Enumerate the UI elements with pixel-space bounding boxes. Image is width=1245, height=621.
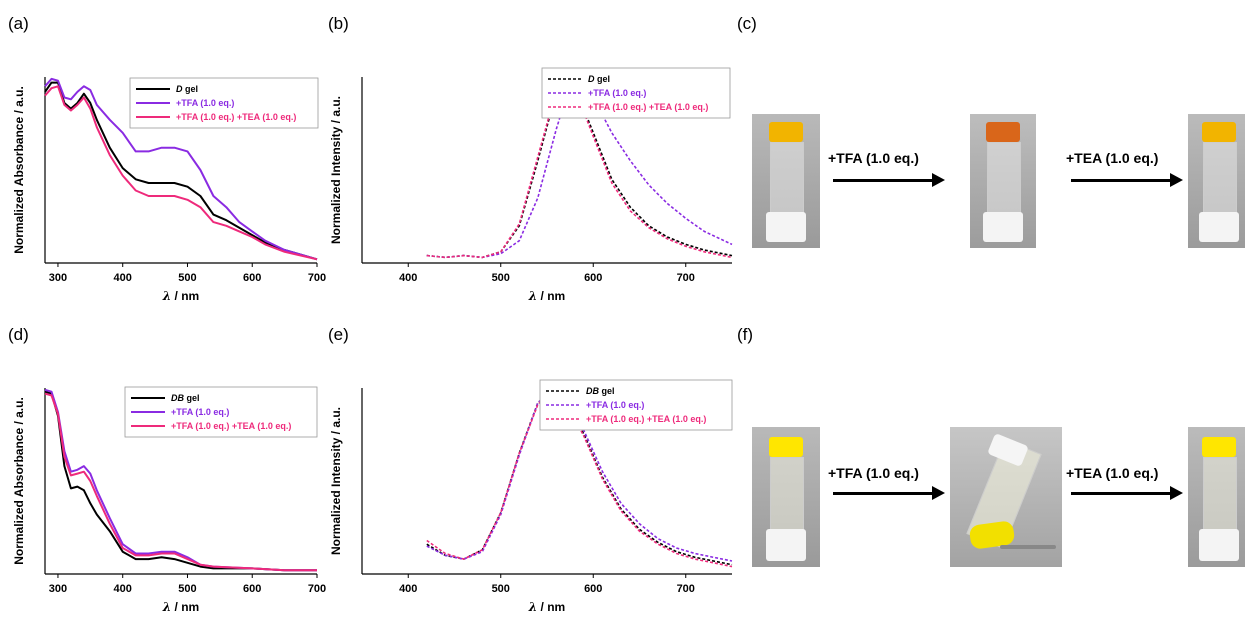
series-line-0 xyxy=(426,389,733,566)
arrow-f-2 xyxy=(1071,492,1171,495)
x-tick-label: 700 xyxy=(677,272,695,284)
series-line-0 xyxy=(44,390,317,572)
vial-body xyxy=(1203,142,1237,214)
legend-entry-0: DB gel xyxy=(171,393,200,403)
x-tick-label: 600 xyxy=(584,583,602,595)
x-tick-label: 400 xyxy=(399,272,417,284)
x-tick-label: 700 xyxy=(308,583,326,595)
arrow-head-c-1 xyxy=(932,173,945,187)
arrow-head-f-2 xyxy=(1170,486,1183,500)
y-axis-title: Normalized Intensity / a.u. xyxy=(329,407,343,555)
vial-body xyxy=(770,142,804,214)
x-tick-label: 600 xyxy=(243,272,261,284)
legend-entry-0: D gel xyxy=(176,84,198,94)
legend-entry-1: +TFA (1.0 eq.) xyxy=(586,400,644,410)
x-tick-label: 700 xyxy=(677,583,695,595)
vial-body xyxy=(987,142,1021,214)
vial-stand xyxy=(766,529,806,561)
panel-label-e: (e) xyxy=(328,325,349,344)
panel-label-d: (d) xyxy=(8,325,29,344)
legend-entry-2: +TFA (1.0 eq.) +TEA (1.0 eq.) xyxy=(586,414,706,424)
panel-label-f: (f) xyxy=(737,325,754,344)
x-tick-label: 400 xyxy=(114,272,132,284)
x-tick-label: 500 xyxy=(178,272,196,284)
x-tick-label: 300 xyxy=(49,272,67,284)
photo-f-3 xyxy=(1188,427,1245,567)
x-tick-label: 600 xyxy=(584,272,602,284)
legend-entry-2: +TFA (1.0 eq.) +TEA (1.0 eq.) xyxy=(171,421,291,431)
legend-entry-0: DB gel xyxy=(586,386,615,396)
series-line-0 xyxy=(44,81,318,261)
legend-entry-2: +TFA (1.0 eq.) +TEA (1.0 eq.) xyxy=(588,102,708,112)
vial-cap xyxy=(769,122,803,142)
vial-cap xyxy=(769,437,803,457)
photo-f-2 xyxy=(950,427,1062,567)
vial-stand xyxy=(1199,529,1239,561)
photo-f-1 xyxy=(752,427,820,567)
x-tick-label: 400 xyxy=(399,583,417,595)
x-tick-label: 600 xyxy=(243,583,261,595)
legend-entry-2: +TFA (1.0 eq.) +TEA (1.0 eq.) xyxy=(176,112,296,122)
panel-label-b: (b) xyxy=(328,14,349,33)
legend-entry-1: +TFA (1.0 eq.) xyxy=(171,407,229,417)
y-axis-title: Normalized Absorbance / a.u. xyxy=(12,397,26,565)
vial-stand xyxy=(766,212,806,242)
panel-label-a: (a) xyxy=(8,14,29,33)
vial-cap xyxy=(1202,437,1236,457)
vial-cap xyxy=(986,122,1020,142)
x-tick-label: 400 xyxy=(114,583,132,595)
vial-cap xyxy=(1202,122,1236,142)
arrow-head-f-1 xyxy=(932,486,945,500)
x-axis-title: λ / nm xyxy=(528,289,565,303)
x-tick-label: 700 xyxy=(308,272,326,284)
vial-body xyxy=(770,457,804,531)
photo-c-2 xyxy=(970,114,1036,248)
x-tick-label: 500 xyxy=(492,272,510,284)
vial-body xyxy=(1203,457,1237,531)
arrow-label-c-1: +TFA (1.0 eq.) xyxy=(828,150,919,166)
photo-c-3 xyxy=(1188,114,1245,248)
spatula xyxy=(1000,545,1056,549)
x-tick-label: 300 xyxy=(49,583,67,595)
vial-stand xyxy=(1199,212,1239,242)
arrow-label-f-2: +TEA (1.0 eq.) xyxy=(1066,465,1159,481)
arrow-f-1 xyxy=(833,492,933,495)
legend-entry-1: +TFA (1.0 eq.) xyxy=(176,98,234,108)
x-axis-title: λ / nm xyxy=(162,289,199,303)
arrow-c-2 xyxy=(1071,179,1171,182)
panel-label-c: (c) xyxy=(737,14,757,33)
y-axis-title: Normalized Absorbance / a.u. xyxy=(12,86,26,254)
series-line-2 xyxy=(44,85,318,261)
arrow-c-1 xyxy=(833,179,933,182)
arrow-label-c-2: +TEA (1.0 eq.) xyxy=(1066,150,1159,166)
x-axis-title: λ / nm xyxy=(528,600,565,614)
legend-entry-1: +TFA (1.0 eq.) xyxy=(588,88,646,98)
arrow-label-f-1: +TFA (1.0 eq.) xyxy=(828,465,919,481)
series-line-1 xyxy=(44,77,318,261)
y-axis-title: Normalized Intensity / a.u. xyxy=(329,96,343,244)
vial-stand xyxy=(983,212,1023,242)
vial-cap xyxy=(987,433,1029,467)
series-line-2 xyxy=(44,392,317,572)
photo-c-1 xyxy=(752,114,820,248)
legend-entry-0: D gel xyxy=(588,74,610,84)
arrow-head-c-2 xyxy=(1170,173,1183,187)
series-line-2 xyxy=(426,78,733,259)
x-tick-label: 500 xyxy=(492,583,510,595)
x-axis-title: λ / nm xyxy=(162,600,199,614)
x-tick-label: 500 xyxy=(178,583,196,595)
